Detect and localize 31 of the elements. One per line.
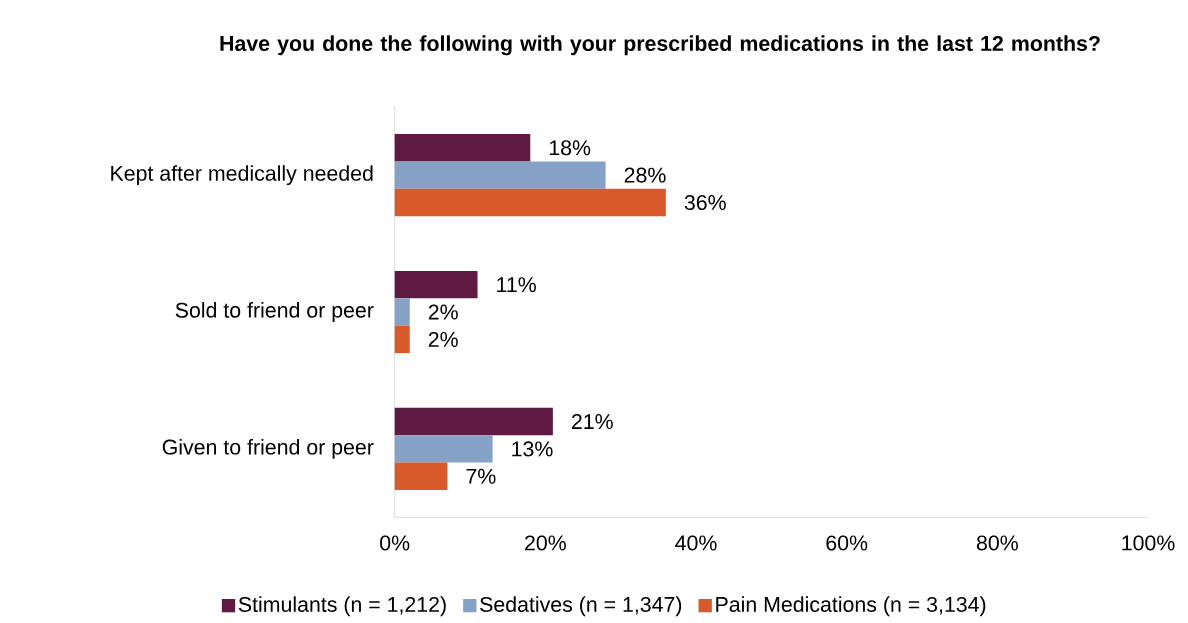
data-label: 36% <box>684 195 726 211</box>
legend-label: Sedatives (n = 1,347) <box>480 596 682 617</box>
data-label: 7% <box>466 468 496 484</box>
y-tick-label: Given to friend or peer <box>162 439 374 460</box>
bar <box>394 462 448 491</box>
x-tick-label: 80% <box>976 535 1018 551</box>
bar <box>394 271 478 299</box>
data-label: 28% <box>624 167 666 183</box>
x-tick-label: 40% <box>675 535 717 551</box>
x-tick-label: 60% <box>826 535 868 551</box>
bar <box>394 188 666 217</box>
data-label: 2% <box>428 332 458 348</box>
bar <box>394 134 531 162</box>
chart-title: Have you done the following with your prescribed medications in the last 12 months? <box>220 35 1100 56</box>
bar <box>394 298 410 326</box>
y-tick-label: Kept after medically needed <box>111 165 373 186</box>
data-label: 11% <box>497 277 536 293</box>
data-label: 18% <box>549 140 591 156</box>
legend-label: Stimulants (n = 1,212) <box>238 596 446 617</box>
bar <box>394 161 606 189</box>
data-label: 21% <box>571 414 613 430</box>
data-label: 2% <box>428 304 458 320</box>
x-tick-label: 20% <box>525 535 566 551</box>
legend-label: Pain Medications (n = 3,134) <box>716 596 986 617</box>
bar <box>394 325 410 354</box>
x-tick-label: 0% <box>380 535 410 551</box>
x-tick-label: 100% <box>1122 535 1175 551</box>
y-tick-label: Sold to friend or peer <box>175 302 374 323</box>
bar <box>394 407 553 436</box>
bar <box>394 435 493 463</box>
data-label: 13% <box>512 441 553 457</box>
